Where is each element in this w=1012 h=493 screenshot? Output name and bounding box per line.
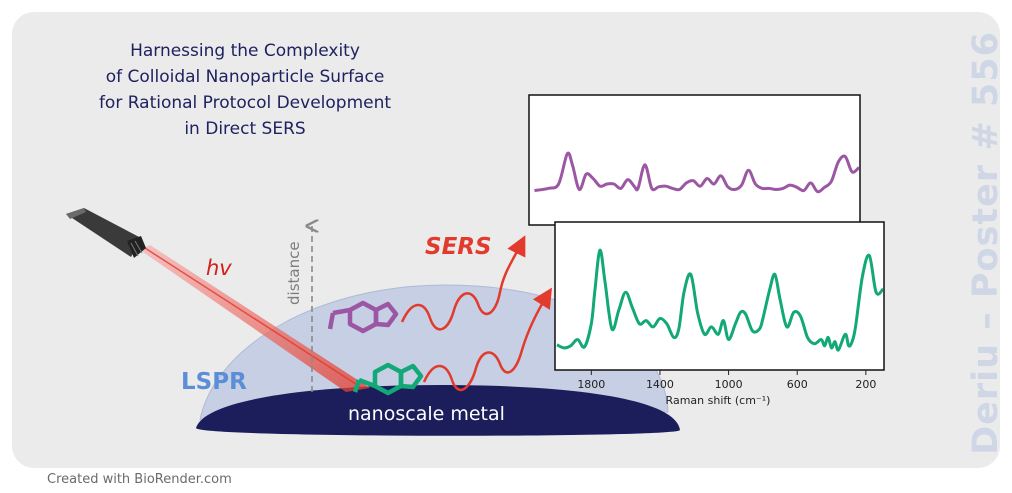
hv-label: hv — [206, 256, 232, 280]
title-line-4: in Direct SERS — [184, 119, 306, 139]
spectrum-box-green — [554, 221, 885, 371]
metal-surface — [196, 385, 680, 436]
laser-device — [66, 208, 146, 258]
metal-label: nanoscale metal — [348, 403, 505, 425]
distance-label: distance — [285, 241, 303, 305]
x-tick-label: 600 — [787, 378, 808, 391]
sers-wave-upper — [400, 235, 526, 331]
poster-id-vertical: Deriu – Poster # 556 — [966, 31, 1006, 455]
title-line-2: of Colloidal Nanoparticle Surface — [105, 67, 385, 87]
sers-wave-lower — [422, 287, 552, 392]
spectrum-line-green — [556, 248, 885, 352]
poster-title: Harnessing the Complexity of Colloidal N… — [60, 38, 430, 142]
x-tick-label: 200 — [855, 378, 876, 391]
title-line-1: Harnessing the Complexity — [130, 41, 360, 61]
molecule-green — [352, 362, 424, 396]
x-tick-label: 1400 — [646, 378, 674, 391]
x-tick-label: 1800 — [577, 378, 605, 391]
spectrum-line-purple — [534, 151, 860, 194]
x-tick-label: 1000 — [715, 378, 743, 391]
x-axis-label: Raman shift (cm⁻¹) — [666, 394, 771, 407]
molecule-purple — [327, 300, 399, 334]
spectrum-box-purple — [528, 94, 861, 226]
sers-label: SERS — [425, 234, 492, 260]
lspr-label: LSPR — [181, 369, 247, 395]
credit-footer: Created with BioRender.com — [47, 472, 232, 487]
title-line-3: for Rational Protocol Development — [98, 93, 392, 113]
